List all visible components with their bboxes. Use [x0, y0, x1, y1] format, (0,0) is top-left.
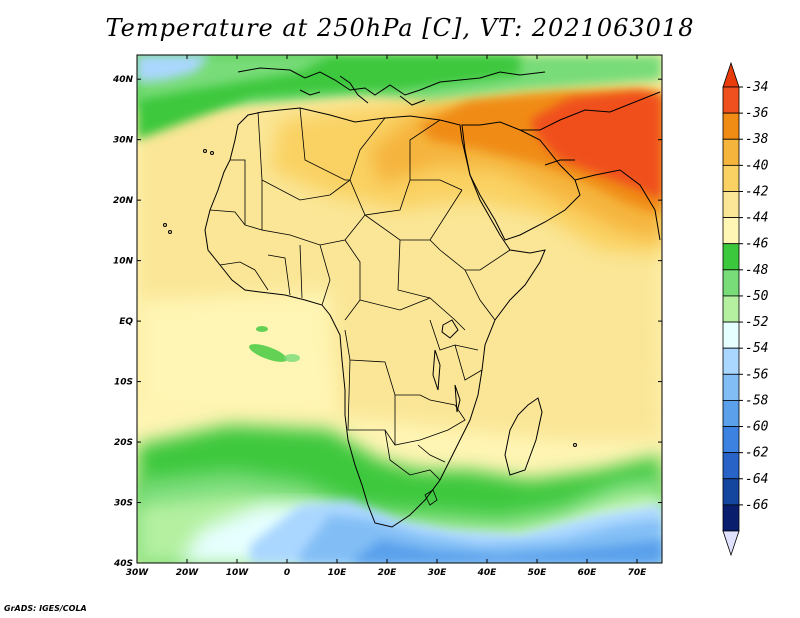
- axis-ticks: 30W 20W 10W 0 10E 20E 30E 40E 50E 60E 70E 40N 30N 20N…: [112, 55, 662, 578]
- colorbar-label: -52: [745, 315, 769, 330]
- colorbar-label: -42: [745, 184, 769, 199]
- colorbar-segment: [722, 478, 740, 506]
- colorbar-segment: [722, 191, 740, 218]
- colorbar-label: -66: [745, 498, 769, 513]
- colorbar-label: -58: [745, 393, 769, 408]
- colorbar-label: -34: [745, 80, 768, 95]
- colorbar-label: -64: [745, 472, 768, 487]
- lon-tick-label: 30W: [126, 568, 150, 578]
- lat-tick-label: 40N: [112, 75, 134, 85]
- colorbar: -34 -36 -38 -40 -42 -44 -46 -48 -50 -52 -54 -56 -58 -…: [722, 61, 769, 557]
- colorbar-segment: [722, 452, 740, 480]
- lon-tick-label: 40E: [477, 568, 498, 578]
- colorbar-segment: [722, 269, 740, 297]
- colorbar-label: -54: [745, 341, 768, 356]
- lon-tick-label: 60E: [578, 568, 598, 578]
- colorbar-segment: [722, 373, 740, 401]
- lat-tick-label: 40S: [113, 559, 133, 569]
- colorbar-segment: [722, 164, 740, 192]
- lon-tick-label: 10E: [328, 568, 348, 578]
- lat-tick-label: 20S: [114, 438, 133, 448]
- colorbar-label: -38: [745, 132, 769, 147]
- colorbar-segment: [722, 243, 740, 271]
- lon-tick-label: 30E: [428, 568, 448, 578]
- colorbar-label: -50: [745, 289, 769, 304]
- lon-tick-label: 10W: [226, 568, 250, 578]
- lon-tick-label: 70E: [628, 568, 648, 578]
- colorbar-below-arrow: [722, 530, 740, 557]
- colorbar-label: -60: [745, 420, 769, 435]
- colorbar-segment: [722, 400, 740, 427]
- lon-tick-label: 20W: [176, 568, 200, 578]
- colorbar-segment: [722, 295, 740, 323]
- lat-tick-label: 10N: [113, 257, 134, 267]
- lat-tick-label: 20N: [113, 196, 134, 206]
- lat-tick-label: EQ: [119, 317, 133, 327]
- lon-tick-label: 20E: [378, 568, 398, 578]
- colorbar-segment: [722, 217, 740, 245]
- lat-tick-label: 30N: [113, 136, 134, 146]
- colorbar-segment: [722, 86, 740, 114]
- colorbar-label: -48: [745, 263, 769, 278]
- lat-tick-label: 30S: [114, 499, 133, 509]
- colorbar-label: -44: [745, 211, 768, 226]
- lon-tick-label: 0: [284, 568, 290, 578]
- coastlines: [163, 67, 661, 528]
- colorbar-label: -56: [745, 367, 769, 382]
- colorbar-segment: [722, 347, 740, 375]
- country-borders: [209, 107, 511, 506]
- colorbar-segment: [722, 112, 740, 140]
- lat-tick-label: 10S: [114, 378, 133, 388]
- colorbar-segment: [722, 504, 740, 532]
- chart-title: Temperature at 250hPa [C], VT: 202106301…: [105, 14, 695, 42]
- lon-tick-label: 50E: [528, 568, 548, 578]
- credit-label: GrADS: IGES/COLA: [4, 604, 87, 613]
- colorbar-label: -40: [745, 158, 769, 173]
- temperature-field: [137, 55, 662, 563]
- colorbar-label: -62: [745, 446, 769, 461]
- colorbar-label: -46: [745, 237, 769, 252]
- colorbar-segment: [722, 426, 740, 454]
- map-frame: [136, 54, 663, 564]
- colorbar-segment: [722, 138, 740, 166]
- colorbar-label: -36: [745, 106, 769, 121]
- colorbar-above-arrow: [722, 61, 740, 88]
- colorbar-segment: [722, 321, 740, 349]
